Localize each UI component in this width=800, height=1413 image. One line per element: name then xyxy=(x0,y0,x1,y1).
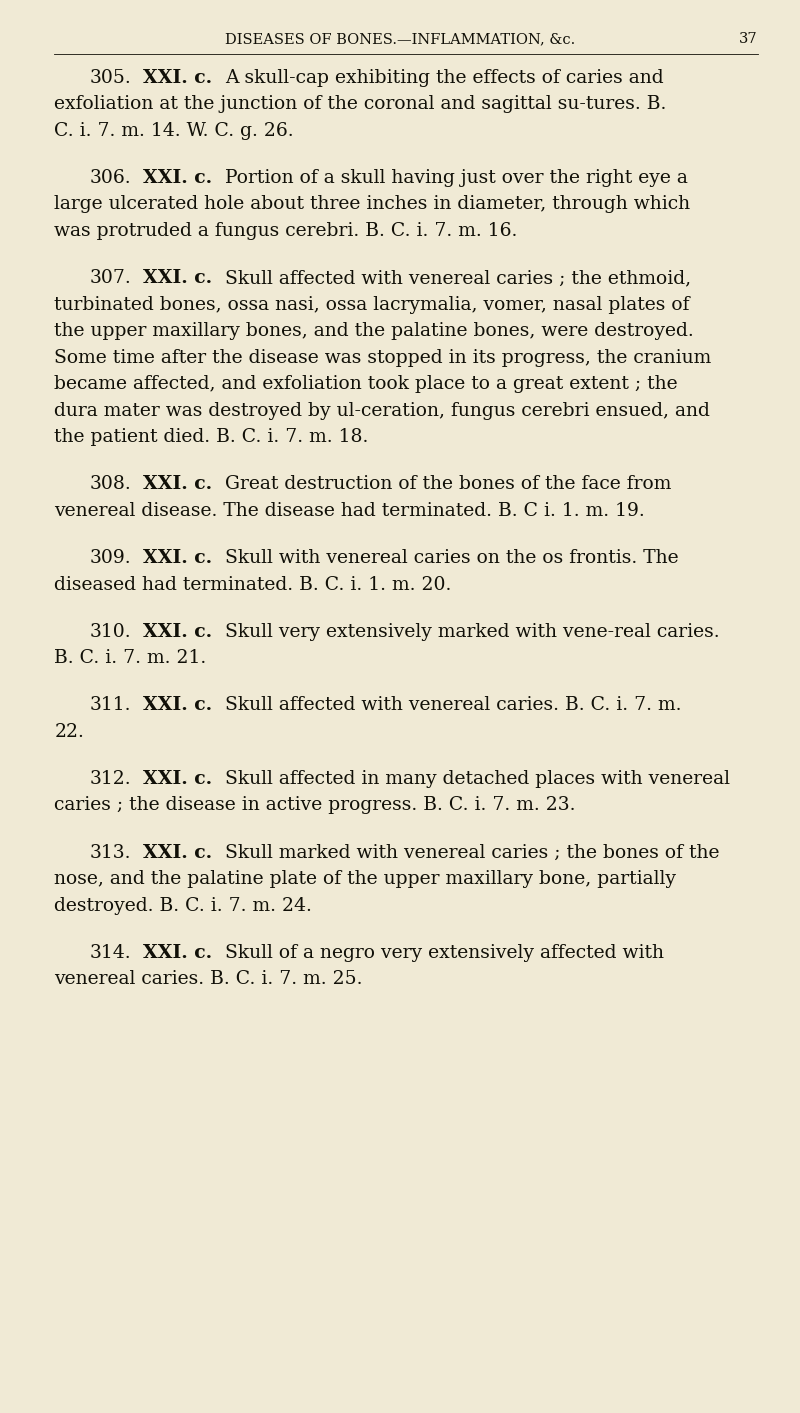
Text: destroyed. B. C. i. 7. m. 24.: destroyed. B. C. i. 7. m. 24. xyxy=(54,897,312,914)
Text: Skull affected in many detached places with venereal: Skull affected in many detached places w… xyxy=(226,770,730,788)
Text: 312.: 312. xyxy=(90,770,131,788)
Text: turbinated bones, ossa nasi, ossa lacrymalia, vomer, nasal plates of: turbinated bones, ossa nasi, ossa lacrym… xyxy=(54,295,690,314)
Text: 309.: 309. xyxy=(90,550,131,567)
Text: XXI. c.: XXI. c. xyxy=(143,770,212,788)
Text: caries ; the disease in active progress. B. C. i. 7. m. 23.: caries ; the disease in active progress.… xyxy=(54,797,576,814)
Text: the patient died. B. C. i. 7. m. 18.: the patient died. B. C. i. 7. m. 18. xyxy=(54,428,369,447)
Text: venereal caries. B. C. i. 7. m. 25.: venereal caries. B. C. i. 7. m. 25. xyxy=(54,971,363,988)
Text: diseased had terminated. B. C. i. 1. m. 20.: diseased had terminated. B. C. i. 1. m. … xyxy=(54,575,452,593)
Text: nose, and the palatine plate of the upper maxillary bone, partially: nose, and the palatine plate of the uppe… xyxy=(54,870,677,889)
Text: Skull with venereal caries on the os frontis. The: Skull with venereal caries on the os fro… xyxy=(226,550,679,567)
Text: XXI. c.: XXI. c. xyxy=(143,550,212,567)
Text: Skull marked with venereal caries ; the bones of the: Skull marked with venereal caries ; the … xyxy=(226,844,720,862)
Text: 305.: 305. xyxy=(90,69,131,86)
Text: 308.: 308. xyxy=(90,475,131,493)
Text: DISEASES OF BONES.—INFLAMMATION, &c.: DISEASES OF BONES.—INFLAMMATION, &c. xyxy=(225,32,575,47)
Text: was protruded a fungus cerebri. B. C. i. 7. m. 16.: was protruded a fungus cerebri. B. C. i.… xyxy=(54,222,518,240)
Text: 307.: 307. xyxy=(90,268,131,287)
Text: XXI. c.: XXI. c. xyxy=(143,268,213,287)
Text: Skull very extensively marked with vene-real caries.: Skull very extensively marked with vene-… xyxy=(226,623,720,640)
Text: 313.: 313. xyxy=(90,844,131,862)
Text: Portion of a skull having just over the right eye a: Portion of a skull having just over the … xyxy=(226,168,688,187)
Text: Skull affected with venereal caries ; the ethmoid,: Skull affected with venereal caries ; th… xyxy=(226,268,691,287)
Text: 310.: 310. xyxy=(90,623,131,640)
Text: XXI. c.: XXI. c. xyxy=(143,697,212,715)
Text: 311.: 311. xyxy=(90,697,131,715)
Text: 306.: 306. xyxy=(90,168,131,187)
Text: XXI. c.: XXI. c. xyxy=(143,475,213,493)
Text: the upper maxillary bones, and the palatine bones, were destroyed.: the upper maxillary bones, and the palat… xyxy=(54,322,694,341)
Text: A skull-cap exhibiting the effects of caries and: A skull-cap exhibiting the effects of ca… xyxy=(226,69,664,86)
Text: XXI. c.: XXI. c. xyxy=(143,944,212,962)
Text: became affected, and exfoliation took place to a great extent ; the: became affected, and exfoliation took pl… xyxy=(54,376,678,393)
Text: Skull of a negro very extensively affected with: Skull of a negro very extensively affect… xyxy=(226,944,664,962)
Text: large ulcerated hole about three inches in diameter, through which: large ulcerated hole about three inches … xyxy=(54,195,690,213)
Text: Great destruction of the bones of the face from: Great destruction of the bones of the fa… xyxy=(226,475,672,493)
Text: XXI. c.: XXI. c. xyxy=(143,168,212,187)
Text: XXI. c.: XXI. c. xyxy=(143,69,213,86)
Text: dura mater was destroyed by ul-ceration, fungus cerebri ensued, and: dura mater was destroyed by ul-ceration,… xyxy=(54,401,710,420)
Text: B. C. i. 7. m. 21.: B. C. i. 7. m. 21. xyxy=(54,649,206,667)
Text: Some time after the disease was stopped in its progress, the cranium: Some time after the disease was stopped … xyxy=(54,349,712,367)
Text: exfoliation at the junction of the coronal and sagittal su-tures. B.: exfoliation at the junction of the coron… xyxy=(54,95,666,113)
Text: 314.: 314. xyxy=(90,944,131,962)
Text: Skull affected with venereal caries. B. C. i. 7. m.: Skull affected with venereal caries. B. … xyxy=(226,697,682,715)
Text: XXI. c.: XXI. c. xyxy=(143,844,212,862)
Text: 22.: 22. xyxy=(54,723,84,740)
Text: XXI. c.: XXI. c. xyxy=(143,623,212,640)
Text: C. i. 7. m. 14. W. C. g. 26.: C. i. 7. m. 14. W. C. g. 26. xyxy=(54,122,294,140)
Text: venereal disease. The disease had terminated. B. C i. 1. m. 19.: venereal disease. The disease had termin… xyxy=(54,502,645,520)
Text: 37: 37 xyxy=(739,32,758,47)
